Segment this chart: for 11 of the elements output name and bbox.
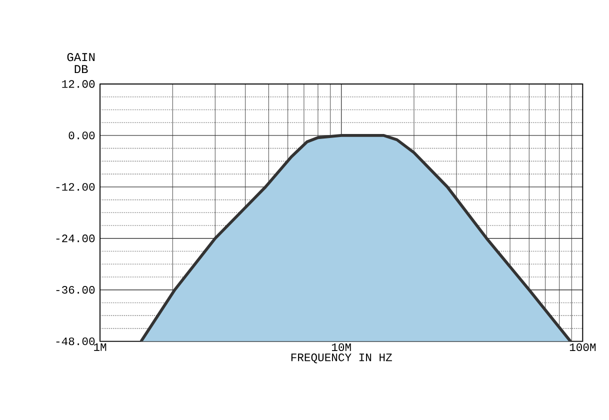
y-tick-label: -24.00 [56,234,95,242]
y-tick-label: -36.00 [56,286,95,294]
x-tick-label: 1M [94,343,106,351]
x-axis-title: FREQUENCY IN HZ [291,354,392,364]
x-tick-label: 100M [570,343,596,352]
y-axis-title: GAIN DB [67,53,95,74]
y-tick-label: 12.00 [62,80,95,88]
y-tick-label: 0.00 [68,132,95,140]
y-tick-label: -12.00 [56,183,95,191]
x-tick-label: 10M [332,343,351,352]
y-tick-label: -48.00 [56,337,95,346]
